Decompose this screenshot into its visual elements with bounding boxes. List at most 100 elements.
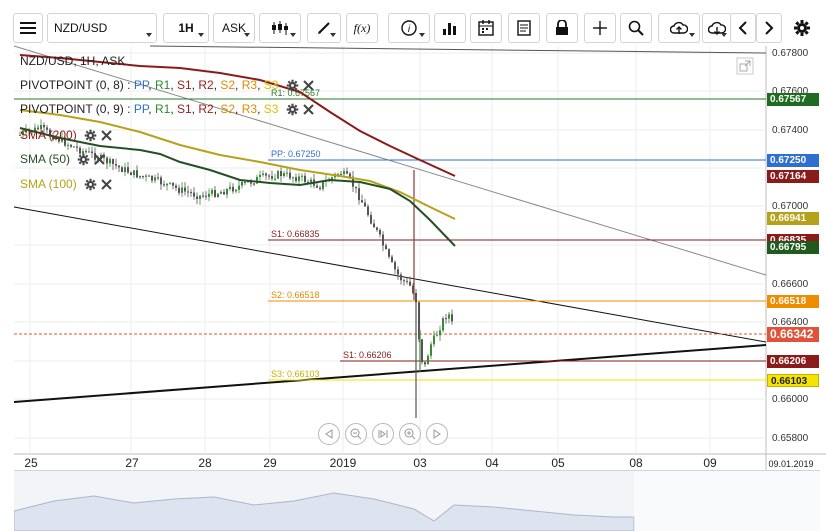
candle-body xyxy=(67,144,69,146)
candle-body xyxy=(310,179,312,183)
candle-body xyxy=(226,189,228,195)
price-chart[interactable]: R1: 0.67567 PP: 0.67250 S1: 0.66835 S2: … xyxy=(0,0,826,470)
vertical-grid xyxy=(29,46,711,454)
legend-sma-100: SMA (100) xyxy=(20,177,112,191)
level-r1: R1 xyxy=(154,102,171,116)
legend-header: NZD/USD, 1H, ASK xyxy=(20,54,125,68)
price-tag-sma100: 0.66941 xyxy=(767,212,819,225)
candle-body xyxy=(85,151,87,153)
candle-body xyxy=(238,185,240,190)
draw-tool-button[interactable] xyxy=(307,13,341,43)
candle-body xyxy=(58,137,60,142)
info-icon: i xyxy=(401,20,417,36)
candle-body xyxy=(97,159,99,161)
symbol-select[interactable]: NZD/USD xyxy=(47,13,157,43)
candle-body xyxy=(295,177,297,181)
chart-type-button[interactable] xyxy=(259,13,301,43)
date-tick: 2019 xyxy=(330,456,357,470)
candle-body xyxy=(193,192,195,197)
crosshair-icon xyxy=(593,21,607,35)
gear-icon[interactable] xyxy=(286,103,299,116)
s1-annotation: S1: 0.66206 xyxy=(343,350,392,360)
candle-body xyxy=(229,186,231,190)
pan-right-button[interactable] xyxy=(426,423,448,445)
info-button[interactable]: i xyxy=(388,13,430,43)
gear-icon[interactable] xyxy=(84,178,97,191)
candle-body xyxy=(268,175,270,177)
candle-body xyxy=(136,170,138,178)
toolbar: NZD/USD 1H ASK f(x) i xyxy=(0,0,826,46)
candle-body xyxy=(355,186,357,189)
sma-100-label: SMA (100) xyxy=(20,177,77,191)
candle-body xyxy=(292,177,294,179)
pivot-2-separator: : xyxy=(127,102,134,116)
scroll-right-button[interactable] xyxy=(756,13,782,43)
reset-zoom-button[interactable] xyxy=(372,423,394,445)
candle-body xyxy=(241,181,243,186)
timeframe-select[interactable]: 1H xyxy=(163,13,209,43)
date-tick: 05 xyxy=(551,456,565,470)
candle-body xyxy=(376,227,378,230)
candle-body xyxy=(412,285,414,293)
price-tag-pp: 0.67250 xyxy=(767,154,819,167)
navigator-series xyxy=(14,471,820,531)
candle-body xyxy=(46,127,48,130)
close-icon[interactable] xyxy=(101,179,112,191)
candle-body xyxy=(196,196,198,200)
document-icon xyxy=(517,20,531,36)
news-button[interactable] xyxy=(508,13,540,43)
crosshair-button[interactable] xyxy=(584,13,616,43)
date-tick: 03 xyxy=(413,456,427,470)
volume-button[interactable] xyxy=(434,13,466,43)
candle-body xyxy=(109,159,111,164)
date-tick: 08 xyxy=(629,456,643,470)
calendar-button[interactable] xyxy=(470,13,502,43)
close-icon[interactable] xyxy=(303,104,314,116)
lock-button[interactable] xyxy=(546,13,578,43)
candle-body xyxy=(178,187,180,193)
candle-body xyxy=(316,185,318,188)
zoom-in-button[interactable] xyxy=(399,423,421,445)
candle-body xyxy=(343,171,345,175)
candle-body xyxy=(265,173,267,176)
close-icon[interactable] xyxy=(94,154,106,166)
price-side-select[interactable]: ASK xyxy=(213,13,255,43)
candle-body xyxy=(61,137,63,142)
gear-icon[interactable] xyxy=(77,153,90,166)
indicator-button[interactable]: f(x) xyxy=(346,13,378,43)
navigator-strip[interactable] xyxy=(14,470,820,531)
candle-body xyxy=(73,146,75,148)
level-r2: R2 xyxy=(198,78,214,92)
menu-button[interactable] xyxy=(13,13,43,43)
candle-body xyxy=(115,164,117,166)
candle-body xyxy=(100,154,102,160)
zoom-out-button[interactable] xyxy=(345,423,367,445)
candle-body xyxy=(223,191,225,195)
scroll-left-button[interactable] xyxy=(730,13,756,43)
legend-pivot-1: PIVOTPOINT (0, 8) : PP, R1, S1, R2, S2, … xyxy=(20,78,314,92)
candle-body xyxy=(118,165,120,168)
candle-body xyxy=(55,137,57,140)
close-icon[interactable] xyxy=(101,130,112,142)
candle-body xyxy=(361,200,363,203)
expand-icon[interactable] xyxy=(736,57,754,75)
price-tag-s3: 0.66103 xyxy=(767,374,819,387)
pan-left-button[interactable] xyxy=(318,423,340,445)
legend-sma-200: SMA (200) xyxy=(20,128,112,142)
zoom-button[interactable] xyxy=(620,13,652,43)
settings-button[interactable] xyxy=(786,13,818,43)
s3-annotation: S3: 0.66103 xyxy=(271,369,320,379)
gear-icon[interactable] xyxy=(84,129,97,142)
symbol-label: NZD/USD xyxy=(54,21,108,35)
close-icon[interactable] xyxy=(303,80,314,92)
sma-50-label: SMA (50) xyxy=(20,152,71,166)
legend-pivot-2: PIVOTPOINT (0, 9) : PP, R1, S1, R2, S2, … xyxy=(20,102,314,116)
candle-body xyxy=(385,245,387,250)
bar-chart-icon xyxy=(443,23,456,35)
candle-body xyxy=(388,249,390,257)
pivot-1-label: PIVOTPOINT (0, 8) xyxy=(20,78,124,92)
candle-body xyxy=(400,274,402,281)
upload-button[interactable] xyxy=(658,13,700,43)
gear-icon[interactable] xyxy=(286,79,299,92)
price-tag-sma200: 0.67164 xyxy=(767,170,819,183)
